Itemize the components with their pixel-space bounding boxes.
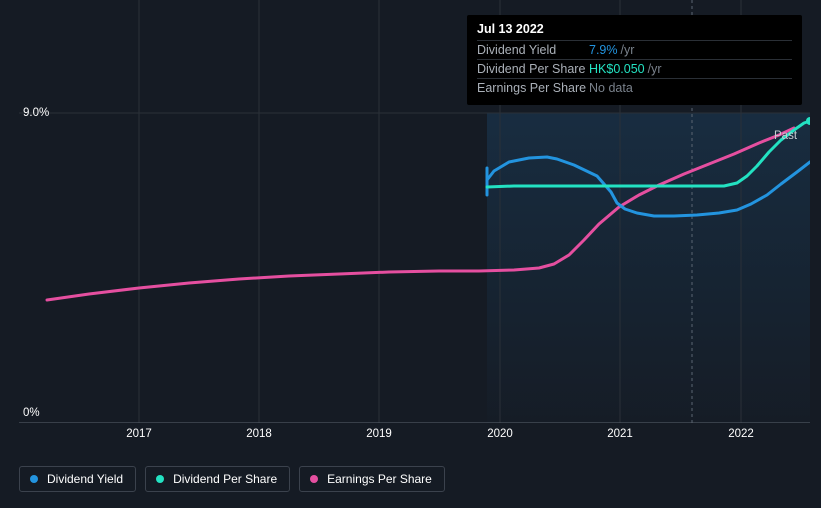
- tooltip-row-value: HK$0.050: [589, 61, 645, 78]
- past-label: Past: [774, 130, 797, 142]
- x-axis-label: 2019: [366, 428, 392, 440]
- legend-item-label: Dividend Yield: [47, 472, 123, 486]
- tooltip-row: Dividend Per ShareHK$0.050/yr: [477, 59, 792, 78]
- tooltip-rows: Dividend Yield7.9%/yrDividend Per ShareH…: [477, 40, 792, 97]
- tooltip-row: Dividend Yield7.9%/yr: [477, 40, 792, 59]
- tooltip-row-nodata: No data: [589, 80, 633, 97]
- tooltip-row-label: Dividend Yield: [477, 42, 589, 59]
- legend-item-label: Dividend Per Share: [173, 472, 277, 486]
- y-axis-label-max: 9.0%: [23, 107, 49, 119]
- tooltip-date: Jul 13 2022: [477, 22, 792, 36]
- x-axis-label: 2020: [487, 428, 513, 440]
- x-axis-label: 2018: [246, 428, 272, 440]
- legend-dot-icon: [156, 475, 164, 483]
- tooltip-row-suffix: /yr: [621, 42, 635, 59]
- legend-dot-icon: [30, 475, 38, 483]
- dividend-chart: Past 9.0% 0% 2017 2018 2019 2020 2021 2022 Ju…: [0, 0, 821, 508]
- tooltip-row-value: 7.9%: [589, 42, 618, 59]
- legend-item[interactable]: Earnings Per Share: [299, 466, 445, 492]
- legend-item[interactable]: Dividend Per Share: [145, 466, 290, 492]
- legend-item-label: Earnings Per Share: [327, 472, 432, 486]
- x-axis-labels: 2017 2018 2019 2020 2021 2022: [19, 428, 810, 448]
- y-axis-label-min: 0%: [23, 407, 40, 419]
- chart-legend: Dividend Yield Dividend Per Share Earnings…: [19, 466, 445, 492]
- x-axis-label: 2017: [126, 428, 152, 440]
- legend-item[interactable]: Dividend Yield: [19, 466, 136, 492]
- tooltip-row: Earnings Per ShareNo data: [477, 78, 792, 97]
- tooltip-row-suffix: /yr: [648, 61, 662, 78]
- x-axis-label: 2021: [607, 428, 633, 440]
- x-axis-label: 2022: [728, 428, 754, 440]
- tooltip-row-label: Earnings Per Share: [477, 80, 589, 97]
- tooltip-row-label: Dividend Per Share: [477, 61, 589, 78]
- legend-dot-icon: [310, 475, 318, 483]
- chart-tooltip: Jul 13 2022 Dividend Yield7.9%/yrDividen…: [467, 15, 802, 105]
